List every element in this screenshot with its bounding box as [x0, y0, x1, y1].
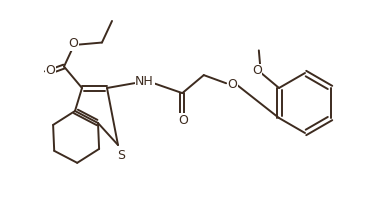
Text: O: O [46, 64, 55, 77]
Text: S: S [117, 149, 125, 162]
Text: O: O [178, 114, 188, 127]
Text: NH: NH [135, 75, 154, 88]
Text: O: O [68, 37, 78, 50]
Text: O: O [227, 78, 237, 91]
Text: O: O [252, 64, 262, 77]
